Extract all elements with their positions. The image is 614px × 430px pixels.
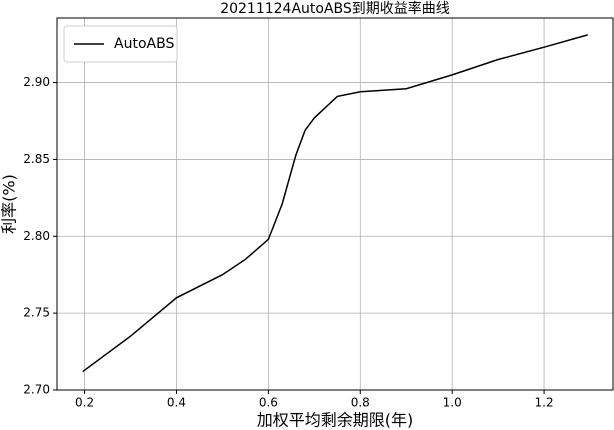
x-tick-label: 0.4 xyxy=(167,396,186,410)
y-tick-label: 2.75 xyxy=(23,306,50,320)
legend-label: AutoABS xyxy=(114,36,174,52)
legend-box xyxy=(63,25,178,63)
y-tick-label: 2.90 xyxy=(23,75,50,89)
chart-title: 20211124AutoABS到期收益率曲线 xyxy=(220,0,450,17)
x-tick-label: 0.6 xyxy=(259,396,278,410)
x-tick-label: 0.8 xyxy=(351,396,370,410)
y-axis-label: 利率(%) xyxy=(0,174,19,234)
y-tick-label: 2.85 xyxy=(23,152,50,166)
x-tick-label: 1.0 xyxy=(443,396,462,410)
y-tick-label: 2.70 xyxy=(23,383,50,397)
x-tick-label: 1.2 xyxy=(535,396,554,410)
x-axis-label: 加权平均剩余期限(年) xyxy=(257,411,414,430)
plot-frame xyxy=(56,17,614,391)
y-tick-label: 2.80 xyxy=(23,229,50,243)
x-tick-label: 0.2 xyxy=(75,396,94,410)
line-series xyxy=(82,34,588,373)
